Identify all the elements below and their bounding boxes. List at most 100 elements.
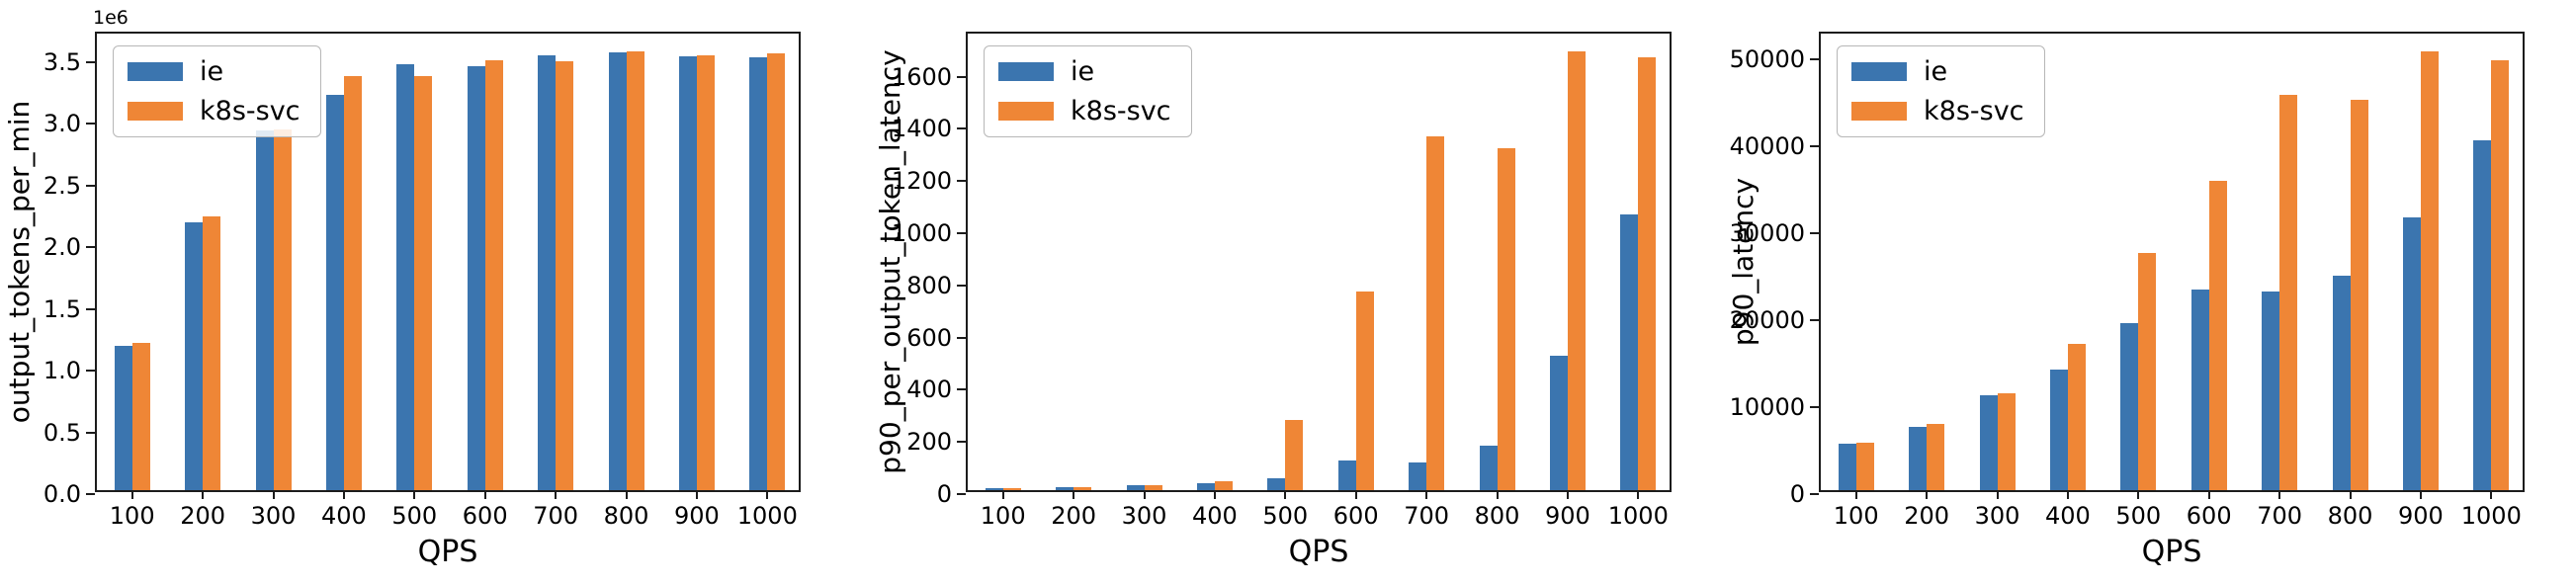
legend: ie k8s-svc	[113, 45, 321, 137]
chart-p90-per-output-token-latency: 0 200 400 600 800 1000 1200 1400 1600 100 200 300 40…	[859, 0, 1718, 585]
bar-k8s-svc-100	[1856, 443, 1874, 490]
x-tick-mark	[1354, 490, 1357, 499]
bar-k8s-svc-500	[414, 76, 432, 490]
bar-ie-500	[396, 64, 414, 490]
bar-ie-100	[115, 346, 132, 490]
y-tick-label: 1.5	[43, 294, 81, 323]
legend-swatch-ie	[998, 62, 1054, 81]
bar-ie-100	[1839, 444, 1856, 490]
y-axis-label: p90_per_output_token_latency	[874, 49, 906, 474]
chart-output-tokens-per-min: 1e6 0.0 0.5 1.0 1.5 2.0 2.5 3.0 3.5 100 200 300 400 5…	[0, 0, 859, 585]
bar-ie-300	[1127, 485, 1145, 490]
bar-k8s-svc-300	[274, 129, 292, 490]
x-tick-mark	[2137, 490, 2140, 499]
x-axis-label: QPS	[2141, 535, 2202, 569]
x-tick-mark	[695, 490, 698, 499]
legend-label: k8s-svc	[200, 96, 301, 126]
y-tick-mark	[86, 184, 95, 187]
y-axis-label: p90_latency	[1727, 177, 1760, 347]
legend-swatch-k8s-svc	[128, 102, 183, 121]
y-tick-label: 2.0	[43, 233, 81, 262]
x-tick-label: 700	[1404, 502, 1449, 530]
bar-k8s-svc-300	[1998, 393, 2016, 490]
legend-entry: ie	[1851, 58, 2024, 85]
x-tick-mark	[1001, 490, 1004, 499]
x-tick-mark	[2066, 490, 2069, 499]
y-tick-label: 40000	[1729, 131, 1805, 160]
y-tick-label: 20000	[1729, 305, 1805, 334]
y-tick-mark	[957, 493, 966, 495]
x-tick-label: 200	[1051, 502, 1096, 530]
legend: ie k8s-svc	[1837, 45, 2045, 137]
x-tick-mark	[272, 490, 275, 499]
x-tick-mark	[130, 490, 133, 499]
bar-ie-900	[679, 56, 697, 490]
bar-ie-500	[2120, 323, 2138, 490]
bar-k8s-svc-800	[1498, 148, 1515, 490]
legend-entry: ie	[128, 58, 301, 85]
y-tick-label: 1.0	[43, 357, 81, 385]
y-tick-label: 0	[1789, 480, 1805, 508]
bar-ie-1000	[2473, 140, 2491, 490]
bar-k8s-svc-900	[697, 55, 715, 490]
bar-k8s-svc-200	[203, 216, 220, 490]
y-tick-mark	[957, 284, 966, 287]
bar-ie-600	[468, 66, 485, 490]
y-tick-mark	[86, 246, 95, 249]
bar-ie-600	[2191, 290, 2209, 490]
x-tick-mark	[1143, 490, 1146, 499]
bar-ie-800	[609, 52, 627, 490]
x-tick-label: 800	[1474, 502, 1520, 530]
legend-swatch-ie	[128, 62, 183, 81]
y-axis-offset-text: 1e6	[93, 7, 129, 29]
bar-k8s-svc-1000	[1638, 57, 1656, 490]
bar-k8s-svc-100	[1003, 488, 1021, 490]
y-tick-mark	[1810, 405, 1819, 408]
y-tick-mark	[86, 307, 95, 310]
x-tick-label: 300	[1121, 502, 1167, 530]
legend: ie k8s-svc	[984, 45, 1192, 137]
y-tick-mark	[1810, 318, 1819, 321]
y-tick-mark	[1810, 57, 1819, 60]
y-tick-label: 1600	[891, 62, 952, 91]
bar-ie-200	[1909, 427, 1927, 490]
y-tick-label: 50000	[1729, 44, 1805, 73]
y-tick-label: 10000	[1729, 392, 1805, 421]
bar-ie-500	[1267, 478, 1285, 490]
bar-k8s-svc-200	[1073, 487, 1091, 490]
x-tick-label: 1000	[1607, 502, 1669, 530]
bar-k8s-svc-400	[2068, 344, 2086, 490]
y-tick-mark	[86, 431, 95, 434]
bar-ie-400	[1197, 483, 1215, 490]
bar-k8s-svc-400	[1215, 481, 1233, 490]
x-tick-mark	[1926, 490, 1929, 499]
legend-label: k8s-svc	[1071, 96, 1171, 126]
plot-area: 0 200 400 600 800 1000 1200 1400 1600 100 200 300 40…	[892, 32, 1672, 528]
x-tick-mark	[1213, 490, 1216, 499]
y-tick-mark	[1810, 231, 1819, 234]
x-tick-mark	[1496, 490, 1499, 499]
bar-k8s-svc-900	[1568, 51, 1586, 490]
bar-k8s-svc-500	[2138, 253, 2156, 490]
x-tick-label: 600	[2186, 502, 2232, 530]
x-tick-mark	[1425, 490, 1428, 499]
bar-k8s-svc-1000	[767, 53, 785, 490]
bar-ie-700	[1409, 462, 1426, 490]
x-tick-label: 800	[2327, 502, 2373, 530]
y-tick-label: 1400	[891, 115, 952, 143]
bar-ie-1000	[1620, 214, 1638, 490]
bar-ie-800	[1480, 446, 1498, 490]
bar-k8s-svc-700	[1426, 136, 1444, 490]
x-tick-label: 1000	[736, 502, 798, 530]
legend-label: ie	[1071, 56, 1095, 87]
y-tick-mark	[86, 493, 95, 495]
legend-label: k8s-svc	[1924, 96, 2024, 126]
x-axis-label: QPS	[1288, 535, 1349, 569]
y-tick-label: 30000	[1729, 218, 1805, 247]
y-tick-label: 3.0	[43, 110, 81, 138]
x-tick-mark	[1637, 490, 1640, 499]
legend-entry: k8s-svc	[998, 98, 1171, 125]
bar-ie-900	[1550, 356, 1568, 490]
y-tick-mark	[957, 75, 966, 78]
